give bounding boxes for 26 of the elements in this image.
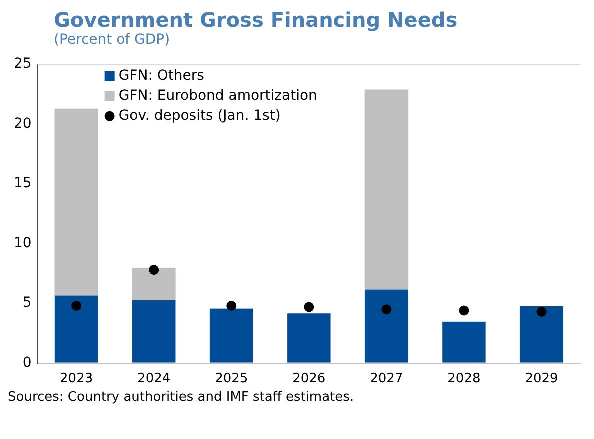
chart-subtitle: (Percent of GDP) [54, 32, 172, 48]
y-tick-label: 0 [22, 355, 32, 372]
y-tick-label: 20 [14, 116, 32, 132]
point [149, 265, 160, 276]
point [459, 306, 470, 316]
x-tick-label: 2028 [448, 372, 481, 387]
x-tick-label: 2025 [215, 372, 248, 387]
x-tick-label: 2024 [138, 372, 171, 387]
x-tick-label: 2029 [525, 372, 558, 387]
legend-label: Gov. deposits (Jan. 1st) [118, 108, 281, 124]
x-tick-label: 2026 [292, 372, 326, 387]
x-tick-label: 2023 [60, 372, 94, 387]
point [304, 302, 314, 312]
y-tick-label: 25 [14, 56, 32, 72]
chart-title: Government Gross Financing Needs [54, 8, 459, 32]
legend-label: GFN: Eurobond amortization [118, 88, 318, 104]
y-tick-label: 10 [14, 235, 32, 252]
point [226, 300, 237, 311]
y-tick-label: 5 [22, 295, 32, 312]
source-note: Sources: Country authorities and IMF staff estimates. [8, 390, 356, 405]
legend-label: GFN: Others [118, 68, 204, 84]
y-tick-label: 15 [14, 176, 32, 192]
point [536, 306, 547, 317]
point [72, 300, 82, 311]
x-tick-label: 2027 [370, 372, 404, 387]
point [382, 304, 392, 315]
